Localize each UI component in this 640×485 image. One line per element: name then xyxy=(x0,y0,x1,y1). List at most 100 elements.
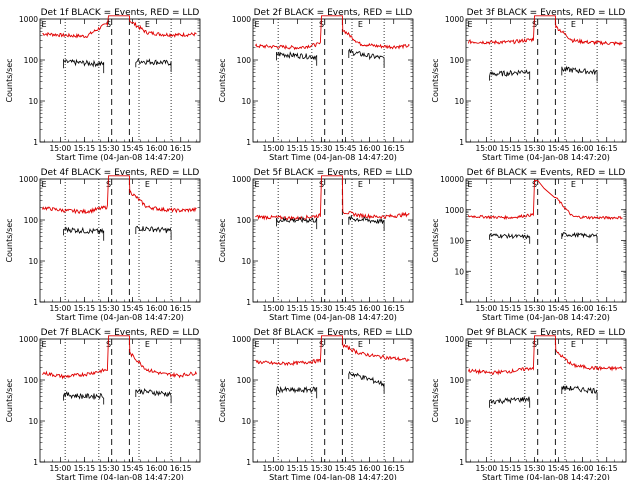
y-tick-label: 10 xyxy=(241,417,251,426)
panel-det-9f: Det 9f BLACK = Events, RED = LLD 1 10 100 10… xyxy=(431,328,627,482)
panel-title: Det 2f BLACK = Events, RED = LLD xyxy=(254,8,413,18)
x-tick-label: 15:45 xyxy=(122,304,144,313)
x-tick-label: 15:00 xyxy=(476,304,498,313)
x-tick-label: 16:00 xyxy=(146,304,168,313)
y-tick-label: 100 xyxy=(237,216,252,225)
y-axis-label: Counts/sec xyxy=(5,218,14,262)
x-axis-label: Start Time (04-Jan-08 14:47:20) xyxy=(269,473,397,480)
plot-frame xyxy=(252,338,414,463)
x-tick-label: 16:00 xyxy=(359,144,381,153)
marker-e: E xyxy=(358,20,363,29)
y-tick-label: 1 xyxy=(246,458,251,467)
lld-series-line xyxy=(467,15,623,47)
panel-title: Det 4f BLACK = Events, RED = LLD xyxy=(41,168,200,178)
x-tick-label: 16:15 xyxy=(383,304,405,313)
events-series-line-before xyxy=(489,396,531,408)
y-tick-label: 100 xyxy=(237,376,252,385)
x-tick-label: 15:45 xyxy=(548,464,570,473)
x-axis-label: Start Time (04-Jan-08 14:47:20) xyxy=(269,153,397,162)
plot-frame xyxy=(252,178,414,303)
panel-det-3f: Det 3f BLACK = Events, RED = LLD 1 10 100 10… xyxy=(431,8,627,162)
x-tick-label: 15:30 xyxy=(524,464,546,473)
events-series-line-after xyxy=(348,48,385,68)
y-tick-label: 100 xyxy=(237,56,252,65)
x-tick-label: 15:00 xyxy=(50,144,72,153)
y-tick-label: 1000 xyxy=(19,335,38,344)
x-tick-label: 15:45 xyxy=(335,144,357,153)
y-tick-label: 100 xyxy=(24,216,39,225)
x-axis-label: Start Time (04-Jan-08 14:47:20) xyxy=(482,153,610,162)
y-axis-label: Counts/sec xyxy=(218,378,227,422)
y-tick-label: 1000 xyxy=(19,15,38,24)
lld-series-line xyxy=(41,175,197,215)
y-tick-label: 1000 xyxy=(445,15,464,24)
events-series-line-after xyxy=(561,385,598,400)
y-tick-label: 10 xyxy=(28,97,38,106)
panel-title: Det 9f BLACK = Events, RED = LLD xyxy=(467,328,626,338)
lld-series-line xyxy=(255,175,410,222)
plot-frame xyxy=(252,18,414,143)
lld-series-line xyxy=(255,15,410,51)
x-tick-label: 15:45 xyxy=(548,304,570,313)
lld-series-line xyxy=(255,335,410,367)
marker-e-left: E xyxy=(467,20,472,29)
x-tick-label: 16:15 xyxy=(596,464,618,473)
x-tick-label: 16:15 xyxy=(170,464,192,473)
panel-title: Det 5f BLACK = Events, RED = LLD xyxy=(254,168,413,178)
x-tick-label: 15:00 xyxy=(263,144,285,153)
x-tick-label: 16:00 xyxy=(572,304,594,313)
x-tick-label: 15:15 xyxy=(74,304,96,313)
x-tick-label: 15:30 xyxy=(311,464,333,473)
events-series-line-before xyxy=(276,216,318,230)
x-tick-label: 16:15 xyxy=(383,464,405,473)
y-axis-label: Counts/sec xyxy=(5,58,14,102)
x-axis-label: Start Time (04-Jan-08 14:47:20) xyxy=(56,153,184,162)
y-tick-label: 1 xyxy=(246,138,251,147)
x-tick-label: 15:30 xyxy=(524,144,546,153)
panel-title: Det 6f BLACK = Events, RED = LLD xyxy=(467,168,626,178)
y-tick-label: 10 xyxy=(454,97,464,106)
x-tick-label: 15:15 xyxy=(287,304,309,313)
marker-e-left: E xyxy=(41,340,46,349)
x-tick-label: 15:15 xyxy=(500,464,522,473)
panel-title: Det 7f BLACK = Events, RED = LLD xyxy=(41,328,200,338)
events-series-line-before xyxy=(63,390,105,405)
events-series-line-after xyxy=(348,214,385,231)
panel-title: Det 3f BLACK = Events, RED = LLD xyxy=(467,8,626,18)
x-tick-label: 16:00 xyxy=(572,144,594,153)
x-axis-label: Start Time (04-Jan-08 14:47:20) xyxy=(482,473,610,480)
x-tick-label: 15:15 xyxy=(74,144,96,153)
y-axis-label: Counts/sec xyxy=(218,58,227,102)
plot-frame xyxy=(39,178,201,303)
y-tick-label: 100 xyxy=(450,237,465,246)
x-axis-label: Start Time (04-Jan-08 14:47:20) xyxy=(56,313,184,322)
panel-det-7f: Det 7f BLACK = Events, RED = LLD 1 10 100 10… xyxy=(5,328,201,482)
y-tick-label: 1000 xyxy=(232,15,251,24)
marker-e-left: E xyxy=(41,180,46,189)
events-series-line-after xyxy=(561,65,598,82)
y-tick-label: 100 xyxy=(24,56,39,65)
panel-det-4f: Det 4f BLACK = Events, RED = LLD 1 10 100 10… xyxy=(5,168,201,322)
y-tick-label: 10 xyxy=(28,257,38,266)
x-tick-label: 15:30 xyxy=(98,144,120,153)
y-tick-label: 10 xyxy=(241,97,251,106)
x-tick-label: 16:00 xyxy=(359,304,381,313)
x-tick-label: 15:45 xyxy=(122,464,144,473)
events-series-line-before xyxy=(489,69,531,81)
events-series-line-after xyxy=(348,370,385,394)
marker-e: E xyxy=(145,180,150,189)
x-tick-label: 15:30 xyxy=(98,304,120,313)
y-tick-label: 1000 xyxy=(232,335,251,344)
x-tick-label: 15:30 xyxy=(98,464,120,473)
y-axis-label: Counts/sec xyxy=(5,378,14,422)
x-axis-label: Start Time (04-Jan-08 14:47:20) xyxy=(269,313,397,322)
x-tick-label: 15:30 xyxy=(311,144,333,153)
x-tick-label: 16:15 xyxy=(170,144,192,153)
marker-e-left: E xyxy=(254,20,259,29)
y-tick-label: 1 xyxy=(246,298,251,307)
x-tick-label: 15:00 xyxy=(263,464,285,473)
events-series-line-before xyxy=(489,232,531,244)
x-tick-label: 15:15 xyxy=(500,304,522,313)
y-tick-label: 1 xyxy=(33,298,38,307)
y-tick-label: 1000 xyxy=(445,335,464,344)
